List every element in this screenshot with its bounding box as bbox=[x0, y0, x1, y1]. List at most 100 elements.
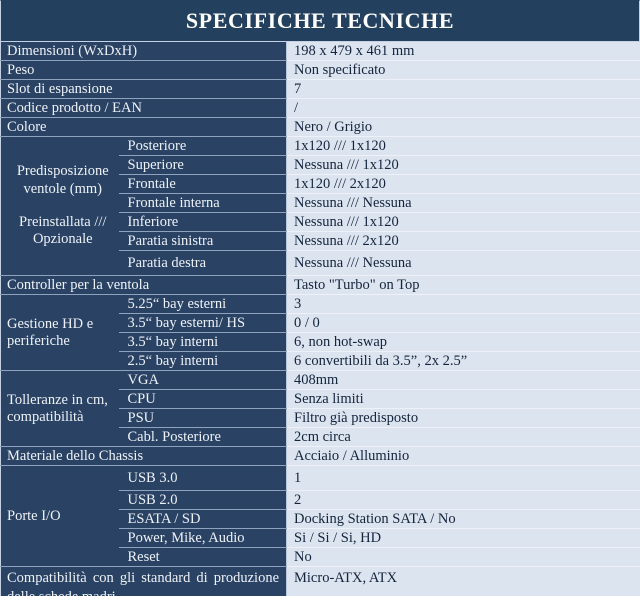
row-value: Nessuna /// 1x120 bbox=[286, 212, 640, 232]
row-value: 408mm bbox=[286, 370, 640, 390]
table-row: Inferiore Nessuna /// 1x120 bbox=[1, 212, 640, 232]
row-value: Tasto "Turbo" on Top bbox=[286, 275, 640, 295]
table-row: Dimensioni (WxDxH) 198 x 479 x 461 mm bbox=[0, 41, 640, 61]
fan-label-line3: Preinstallata /// bbox=[19, 214, 107, 230]
row-value: Docking Station SATA / No bbox=[286, 509, 640, 529]
row-value: Nero / Grigio bbox=[286, 117, 640, 137]
table-row: CPU Senza limiti bbox=[1, 389, 640, 409]
row-label: Dimensioni (WxDxH) bbox=[0, 41, 287, 61]
table-row: Slot di espansione 7 bbox=[0, 79, 640, 99]
row-sublabel: 2.5“ bay interni bbox=[118, 351, 287, 371]
table-row: Paratia destra Nessuna /// Nessuna bbox=[1, 250, 640, 276]
table-row: Frontale interna Nessuna /// Nessuna bbox=[1, 193, 640, 213]
table-row: Colore Nero / Grigio bbox=[0, 117, 640, 137]
page-title: SPECIFICHE TECNICHE bbox=[185, 8, 455, 33]
hd-group-label: Gestione HD e periferiche bbox=[0, 294, 119, 371]
fan-group-label-part-b: Preinstallata /// Opzionale bbox=[7, 214, 119, 249]
row-value: 6, non hot-swap bbox=[286, 332, 640, 352]
fan-label-line1: Predisposizione bbox=[16, 163, 109, 180]
sheet-title-band: SPECIFICHE TECNICHE bbox=[0, 0, 640, 41]
tolerance-label-line1: Tolleranze in cm, bbox=[7, 391, 108, 408]
table-row: Peso Non specificato bbox=[0, 60, 640, 80]
row-sublabel: Superiore bbox=[118, 155, 287, 175]
row-sublabel: Reset bbox=[118, 547, 287, 567]
row-sublabel: ESATA / SD bbox=[118, 509, 287, 529]
row-sublabel: Inferiore bbox=[118, 212, 287, 232]
row-label: Codice prodotto / EAN bbox=[0, 98, 287, 118]
table-row: Codice prodotto / EAN / bbox=[0, 98, 640, 118]
row-value: 198 x 479 x 461 mm bbox=[286, 41, 640, 61]
table-row: Materiale dello Chassis Acciaio / Allumi… bbox=[0, 446, 640, 466]
row-value: Non specificato bbox=[286, 60, 640, 80]
table-row: Power, Mike, Audio Si / Si / Si, HD bbox=[1, 528, 640, 548]
row-sublabel: 3.5“ bay interni bbox=[118, 332, 287, 352]
row-value: 0 / 0 bbox=[286, 313, 640, 333]
table-row: Predisposizione ventole (mm) Preinstalla… bbox=[0, 136, 640, 276]
row-label: Colore bbox=[0, 117, 287, 137]
row-value: Nessuna /// Nessuna bbox=[286, 250, 640, 276]
row-sublabel: USB 3.0 bbox=[118, 465, 287, 491]
row-value: 1x120 /// 1x120 bbox=[286, 136, 640, 156]
row-sublabel: Frontale interna bbox=[118, 193, 287, 213]
row-sublabel: USB 2.0 bbox=[118, 490, 287, 510]
row-sublabel: Power, Mike, Audio bbox=[118, 528, 287, 548]
fan-label-line4: Opzionale bbox=[32, 231, 93, 248]
table-row: Tolleranze in cm, compatibilità VGA 408m… bbox=[0, 370, 640, 447]
fan-group-label-part-a: Predisposizione ventole (mm) bbox=[7, 163, 119, 198]
tolerance-group-label: Tolleranze in cm, compatibilità bbox=[0, 370, 119, 447]
row-value: Acciaio / Alluminio bbox=[286, 446, 640, 466]
table-row: 3.5“ bay esterni/ HS 0 / 0 bbox=[1, 313, 640, 333]
row-sublabel: PSU bbox=[118, 408, 287, 428]
table-row: Porte I/O USB 3.0 1 bbox=[0, 465, 640, 567]
table-row: Reset No bbox=[1, 547, 640, 567]
row-label: Materiale dello Chassis bbox=[0, 446, 287, 466]
row-sublabel: Cabl. Posteriore bbox=[118, 427, 287, 447]
table-row: Paratia sinistra Nessuna /// 2x120 bbox=[1, 231, 640, 251]
table-row: Superiore Nessuna /// 1x120 bbox=[1, 155, 640, 175]
fan-group-label: Predisposizione ventole (mm) Preinstalla… bbox=[0, 136, 119, 276]
row-value: 3 bbox=[286, 294, 640, 314]
row-label: Controller per la ventola bbox=[0, 275, 287, 295]
table-row: Gestione HD e periferiche 5.25“ bay este… bbox=[0, 294, 640, 371]
row-value: Nessuna /// Nessuna bbox=[286, 193, 640, 213]
row-sublabel: 3.5“ bay esterni/ HS bbox=[118, 313, 287, 333]
row-sublabel: Frontale bbox=[118, 174, 287, 194]
row-sublabel: 5.25“ bay esterni bbox=[118, 294, 287, 314]
table-row: USB 2.0 2 bbox=[1, 490, 640, 510]
row-value: Senza limiti bbox=[286, 389, 640, 409]
table-row: Controller per la ventola Tasto "Turbo" … bbox=[0, 275, 640, 295]
row-value: / bbox=[286, 98, 640, 118]
table-row: 2.5“ bay interni 6 convertibili da 3.5”,… bbox=[1, 351, 640, 371]
row-value: Nessuna /// 2x120 bbox=[286, 231, 640, 251]
row-label: Peso bbox=[0, 60, 287, 80]
row-value: Nessuna /// 1x120 bbox=[286, 155, 640, 175]
table-row: PSU Filtro già predisposto bbox=[1, 408, 640, 428]
specifications-table: Dimensioni (WxDxH) 198 x 479 x 461 mm Pe… bbox=[0, 41, 640, 596]
table-row: 3.5“ bay interni 6, non hot-swap bbox=[1, 332, 640, 352]
table-row: Compatibilità con gli standard di produz… bbox=[0, 566, 640, 596]
fan-label-line2: ventole (mm) bbox=[23, 180, 103, 197]
row-value: 2cm circa bbox=[286, 427, 640, 447]
table-row: Cabl. Posteriore 2cm circa bbox=[1, 427, 640, 447]
row-sublabel: Paratia sinistra bbox=[118, 231, 287, 251]
row-sublabel: Paratia destra bbox=[118, 250, 287, 276]
row-value: Si / Si / Si, HD bbox=[286, 528, 640, 548]
hd-label-line1: Gestione HD e bbox=[7, 315, 94, 332]
row-value: No bbox=[286, 547, 640, 567]
hd-label-line2: periferiche bbox=[7, 332, 70, 349]
row-value: 1x120 /// 2x120 bbox=[286, 174, 640, 194]
tolerance-label-line2: compatibilità bbox=[7, 408, 84, 425]
row-value: Filtro già predisposto bbox=[286, 408, 640, 428]
row-value: Micro-ATX, ATX bbox=[286, 566, 640, 596]
row-value: 2 bbox=[286, 490, 640, 510]
row-value: 6 convertibili da 3.5”, 2x 2.5” bbox=[286, 351, 640, 371]
table-row: Frontale 1x120 /// 2x120 bbox=[1, 174, 640, 194]
row-value: 1 bbox=[286, 465, 640, 491]
row-value: 7 bbox=[286, 79, 640, 99]
row-sublabel: Posteriore bbox=[118, 136, 287, 156]
table-row: ESATA / SD Docking Station SATA / No bbox=[1, 509, 640, 529]
io-group-label: Porte I/O bbox=[0, 465, 119, 567]
row-label: Compatibilità con gli standard di produz… bbox=[0, 566, 287, 596]
row-label: Slot di espansione bbox=[0, 79, 287, 99]
